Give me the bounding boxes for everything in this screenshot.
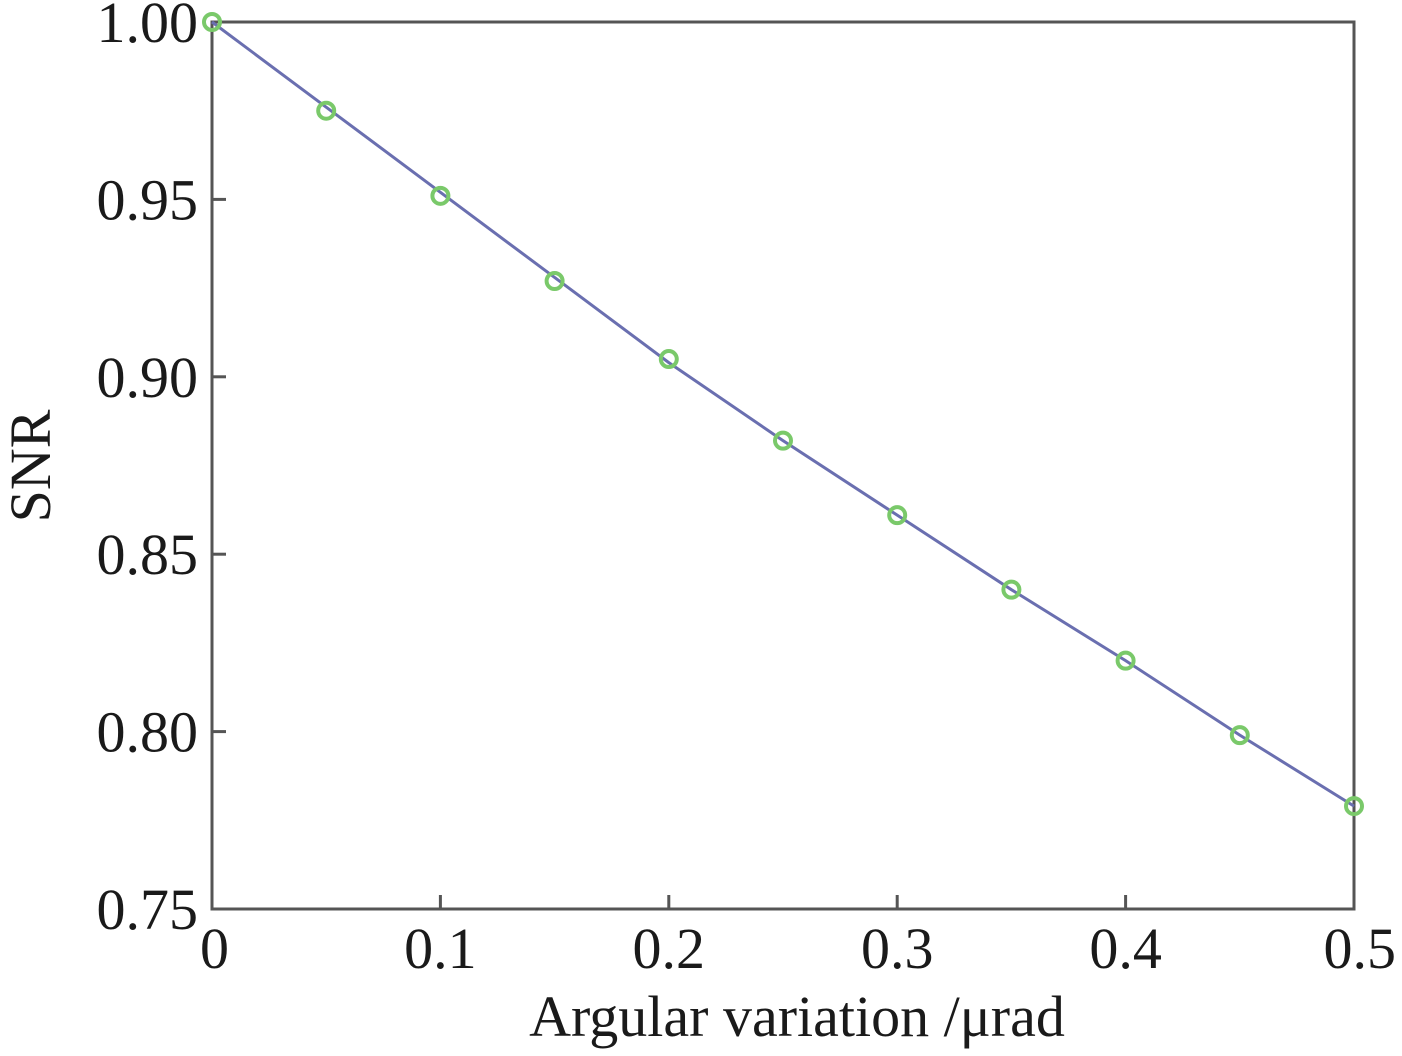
plot-frame: [210, 20, 1356, 911]
y-tick-label: 0.85: [97, 522, 199, 587]
data-point-marker: [316, 100, 337, 121]
series-line: [211, 20, 1355, 808]
y-axis-title: SNR: [0, 409, 63, 522]
data-point-marker: [1229, 725, 1250, 746]
x-axis-ticks: 0 0.1 0.2 0.3 0.4 0.5: [200, 895, 1396, 981]
data-point-marker: [773, 430, 793, 451]
data-point-marker: [1115, 650, 1136, 671]
y-axis-ticks: 0.75 0.80 0.85 0.90 0.95 1.00: [97, 0, 226, 942]
y-tick-label: 0.90: [97, 345, 199, 410]
x-tick-label: 0.1: [404, 916, 477, 981]
y-tick-label: 0.75: [97, 877, 199, 942]
x-tick-label: 0.2: [633, 916, 706, 981]
x-tick-label: 0.4: [1089, 916, 1162, 981]
data-point-marker: [202, 12, 222, 32]
series-layer: [202, 12, 1364, 817]
y-tick-label: 0.80: [97, 700, 199, 765]
y-tick-label: 0.95: [97, 167, 199, 232]
data-point-marker: [430, 185, 451, 206]
y-tick-label: 1.00: [97, 0, 199, 55]
data-point-marker: [544, 271, 565, 292]
data-point-marker: [1344, 796, 1364, 817]
x-tick-label: 0: [200, 916, 229, 981]
data-point-marker: [658, 349, 679, 370]
data-point-marker: [887, 505, 908, 526]
x-axis-title: Argular variation /μrad: [529, 984, 1065, 1049]
x-tick-label: 0.5: [1324, 916, 1397, 981]
x-tick-label: 0.3: [861, 916, 934, 981]
data-point-marker: [1001, 579, 1022, 600]
